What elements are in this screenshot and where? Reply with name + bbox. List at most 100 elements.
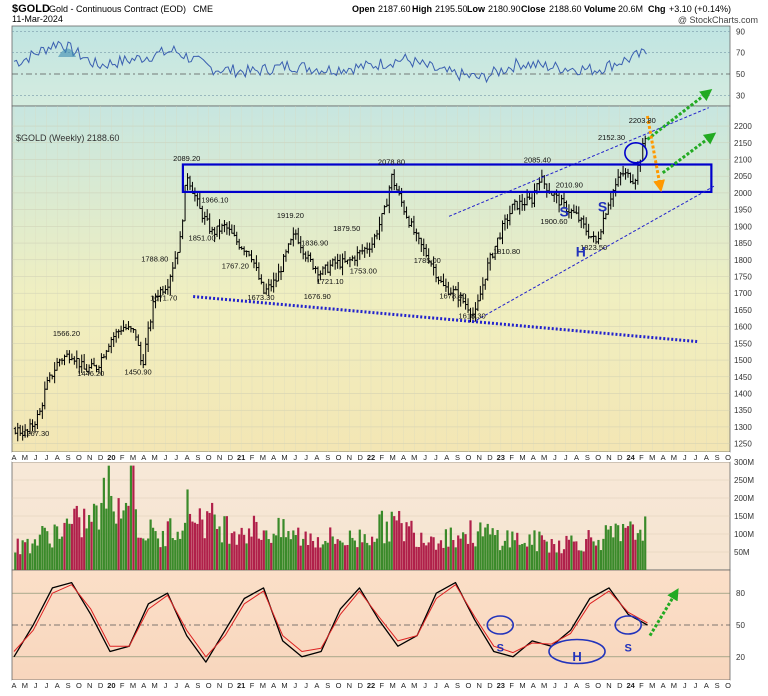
stochastic-pattern-label: S	[497, 643, 504, 655]
month-tick-label: O	[595, 681, 601, 690]
month-tick-label: D	[487, 453, 493, 462]
month-tick-label: D	[617, 681, 623, 690]
price-tick-label: 2000	[734, 189, 752, 198]
ohlc-readout: Open 2187.60 High 2195.50 Low 2180.90 Cl…	[352, 4, 731, 14]
month-tick-label: M	[152, 681, 158, 690]
volume-bar	[297, 527, 300, 570]
price-annotation: 1678.40	[439, 291, 466, 300]
volume-bar	[545, 541, 548, 570]
month-tick-label: F	[250, 681, 255, 690]
volume-bar	[501, 545, 504, 570]
rsi-overbought-fill	[58, 48, 76, 57]
volume-bar	[203, 538, 206, 570]
volume-bar	[629, 521, 632, 570]
svg-text:Volume: Volume	[584, 4, 616, 14]
pattern-label: S	[598, 198, 607, 214]
month-tick-label: F	[639, 681, 644, 690]
volume-bar	[38, 534, 41, 570]
price-tick-label: 1250	[734, 440, 752, 449]
volume-bar	[331, 536, 334, 570]
price-annotation: 1618.30	[459, 312, 486, 321]
month-tick-label: S	[195, 681, 200, 690]
volume-bar	[621, 523, 625, 570]
volume-bar	[434, 549, 438, 570]
volume-bar	[28, 553, 32, 570]
volume-bar	[617, 525, 620, 570]
volume-bar	[21, 540, 24, 570]
month-tick-label: M	[152, 453, 158, 462]
volume-bar	[279, 537, 283, 570]
price-tick-label: 1650	[734, 306, 752, 315]
volume-bar	[491, 528, 494, 570]
month-tick-label: O	[336, 453, 342, 462]
volume-bar	[171, 538, 174, 570]
month-tick-label: S	[195, 453, 200, 462]
month-tick-label: 20	[107, 681, 115, 690]
price-tick-label: 2050	[734, 172, 752, 181]
volume-bar	[186, 489, 189, 570]
month-tick-label: S	[325, 681, 330, 690]
month-tick-label: J	[683, 681, 687, 690]
price-tick-label: 1500	[734, 356, 752, 365]
month-tick-label: N	[476, 453, 481, 462]
volume-bar	[142, 538, 145, 570]
volume-bar	[402, 541, 406, 570]
month-tick-label: N	[606, 453, 611, 462]
month-tick-label: J	[694, 453, 698, 462]
month-tick-label: N	[87, 681, 92, 690]
volume-bar	[516, 532, 519, 570]
volume-bar	[169, 518, 172, 570]
volume-bar	[154, 531, 157, 570]
volume-bar	[73, 508, 76, 570]
month-tick-label: A	[185, 681, 190, 690]
volume-bar	[188, 513, 192, 570]
volume-bar	[427, 542, 430, 570]
svg-text:+3.10 (+0.14%): +3.10 (+0.14%)	[669, 4, 731, 14]
volume-bar	[282, 519, 285, 570]
volume-bar	[582, 551, 585, 570]
volume-bar	[518, 544, 521, 570]
volume-bar	[390, 511, 393, 570]
rsi-panel	[11, 25, 731, 107]
volume-bar	[410, 520, 413, 570]
volume-bar	[570, 535, 573, 570]
volume-bar	[597, 539, 600, 570]
volume-bar	[80, 537, 83, 570]
volume-bar	[60, 536, 64, 570]
month-tick-label: O	[76, 681, 82, 690]
volume-bar	[624, 527, 627, 570]
month-axis-bar	[12, 680, 730, 690]
volume-bar	[100, 502, 103, 570]
volume-bar	[437, 543, 440, 570]
volume-bar	[459, 538, 462, 570]
month-tick-label: A	[661, 453, 666, 462]
volume-bar	[553, 544, 556, 570]
month-tick-label: M	[519, 453, 525, 462]
month-tick-label: D	[617, 453, 623, 462]
stochastic-tick-label: 20	[736, 653, 745, 662]
volume-bar	[420, 532, 423, 570]
volume-bar	[275, 535, 278, 570]
price-annotation: 1788.80	[141, 255, 168, 264]
volume-tick-label: 100M	[734, 530, 754, 539]
volume-bar	[363, 534, 366, 570]
price-annotation: 1919.20	[277, 211, 304, 220]
price-annotation: 1823.50	[580, 243, 607, 252]
month-tick-label: F	[509, 453, 514, 462]
volume-bar	[238, 534, 241, 570]
price-tick-label: 1750	[734, 272, 752, 281]
volume-bar	[575, 541, 578, 570]
volume-bar	[612, 537, 615, 570]
volume-bar	[508, 547, 511, 570]
volume-bar	[535, 551, 539, 570]
volume-bar	[31, 543, 34, 570]
month-tick-label: J	[45, 453, 49, 462]
month-tick-label: S	[585, 453, 590, 462]
month-tick-label: D	[228, 681, 234, 690]
volume-bar	[454, 547, 457, 570]
volume-bar	[272, 533, 275, 570]
month-tick-label: S	[715, 681, 720, 690]
month-tick-label: F	[250, 453, 255, 462]
volume-bar	[127, 505, 130, 570]
volume-bar	[213, 514, 216, 570]
